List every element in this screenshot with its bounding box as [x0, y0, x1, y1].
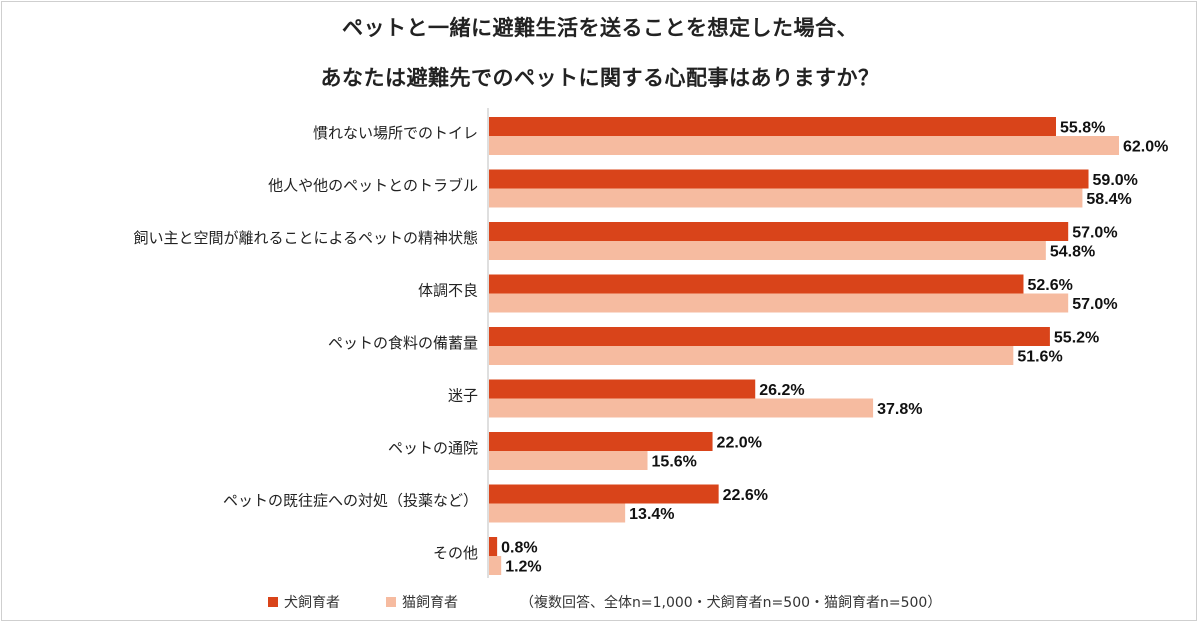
data-label-dog: 26.2%	[759, 382, 804, 399]
data-label-dog: 52.6%	[1027, 277, 1072, 294]
chart-title-line2: あなたは避難先でのペットに関する心配事はありますか？	[320, 66, 880, 90]
bar-cat	[489, 136, 1119, 155]
category-label: ペットの既往症への対処（投薬など）	[223, 492, 478, 510]
category-label: 体調不良	[418, 282, 478, 300]
legend-swatch-cat	[386, 597, 396, 607]
data-label-cat: 37.8%	[877, 401, 922, 418]
bar-cat	[489, 398, 874, 418]
category-label: 慣れない場所でのトイレ	[313, 124, 478, 142]
data-label-cat: 51.6%	[1017, 349, 1062, 366]
data-label-cat: 15.6%	[652, 454, 697, 471]
bar-dog	[489, 379, 756, 399]
bar-dog	[489, 169, 1089, 189]
data-label-dog: 22.6%	[723, 487, 768, 504]
category-label: 迷子	[448, 387, 478, 405]
bar-dog	[489, 222, 1069, 241]
data-label-dog: 55.8%	[1060, 120, 1105, 137]
bar-cat	[489, 556, 502, 575]
data-label-cat: 58.4%	[1086, 191, 1131, 208]
bar-cat	[489, 293, 1069, 313]
bar-dog	[489, 432, 713, 451]
bar-dog	[489, 327, 1050, 346]
data-label-dog: 22.0%	[717, 435, 762, 452]
data-label-cat: 57.0%	[1072, 296, 1117, 313]
legend-swatch-dog	[268, 597, 278, 607]
data-label-dog: 57.0%	[1072, 225, 1117, 242]
data-label-dog: 0.8%	[501, 540, 537, 557]
data-label-dog: 59.0%	[1093, 172, 1138, 189]
bar-dog	[489, 117, 1056, 136]
category-label: ペットの通院	[388, 439, 478, 457]
data-label-dog: 55.2%	[1054, 330, 1099, 347]
bar-dog	[489, 274, 1024, 294]
legend-item-cat: 猫飼育者	[386, 592, 458, 612]
bar-cat	[489, 346, 1014, 365]
category-label: ペットの食料の備蓄量	[328, 334, 478, 352]
bar-cat	[489, 241, 1046, 260]
bar-cat	[489, 503, 626, 523]
bar-dog	[489, 537, 498, 556]
bar-cat	[489, 451, 648, 470]
chart-title-line1: ペットと一緒に避難生活を送ることを想定した場合、	[342, 16, 858, 40]
data-label-cat: 13.4%	[629, 506, 674, 523]
legend-label-cat: 猫飼育者	[402, 595, 458, 611]
category-label: 他人や他のペットとのトラブル	[268, 177, 478, 195]
sample-note: （複数回答、全体n=1,000・犬飼育者n=500・猫飼育者n=500）	[520, 595, 942, 611]
legend-label-dog: 犬飼育者	[284, 595, 340, 611]
category-label: 飼い主と空間が離れることによるペットの精神状態	[133, 229, 478, 247]
data-label-cat: 62.0%	[1123, 139, 1168, 156]
data-label-cat: 54.8%	[1050, 244, 1095, 261]
category-label: その他	[433, 544, 478, 562]
bar-cat	[489, 188, 1083, 208]
bar-dog	[489, 484, 719, 504]
legend-item-dog: 犬飼育者	[268, 592, 340, 612]
data-label-cat: 1.2%	[505, 559, 541, 576]
